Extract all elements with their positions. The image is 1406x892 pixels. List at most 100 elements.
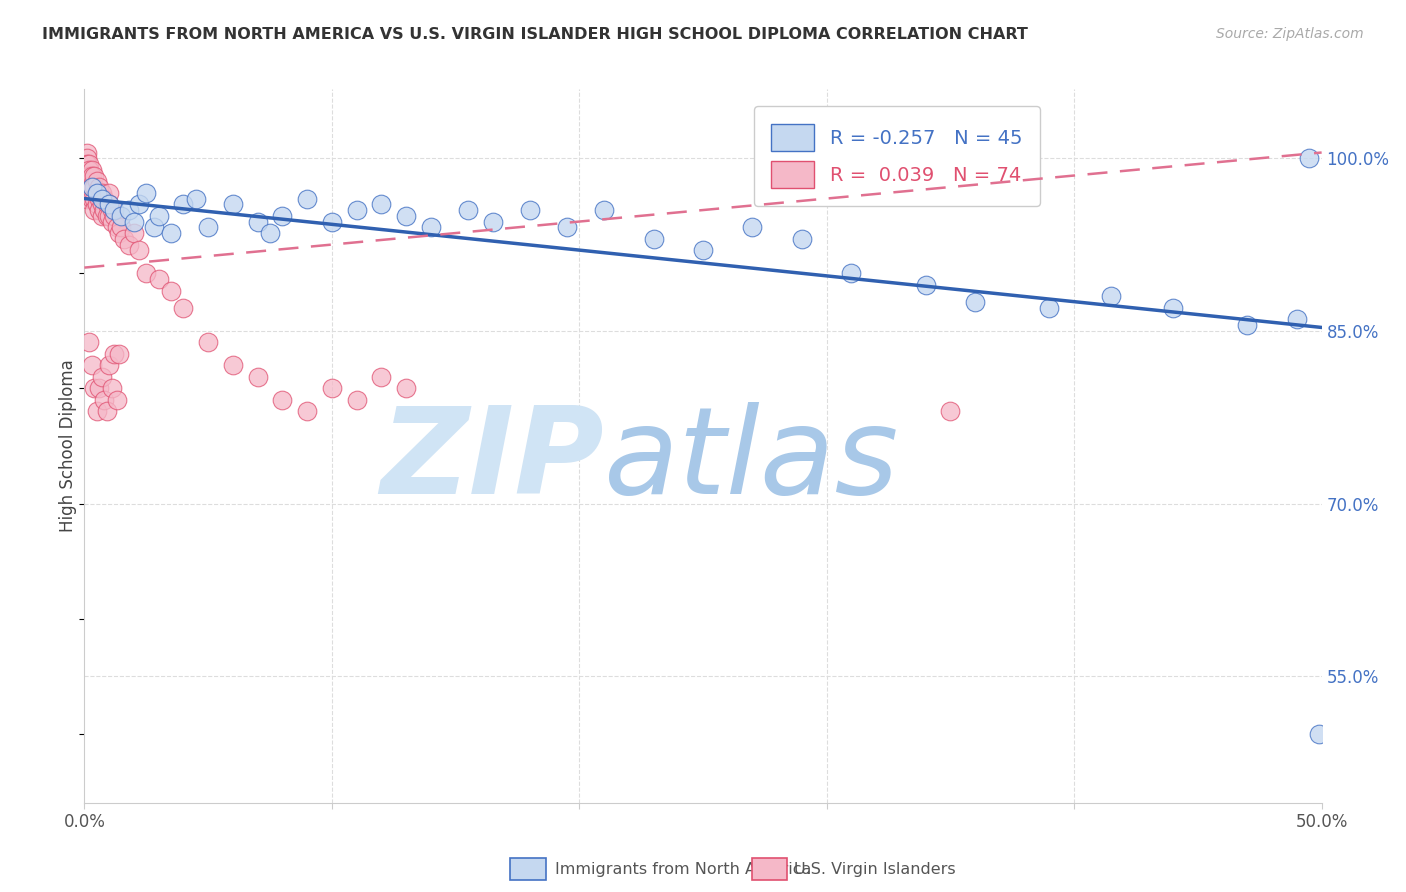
Point [76,192,98,206]
Point [80,180,103,194]
Point [80,169,103,183]
Point [1099,289,1122,303]
Point [519,202,541,217]
Point [98,209,121,223]
Point [76,174,98,188]
Point [98,359,121,373]
Point [122,226,145,240]
Point [1038,301,1060,315]
Point [80,359,103,373]
Point [142,220,165,235]
Point [135,266,157,280]
Point [965,295,987,310]
Point [321,381,343,395]
Point [246,214,269,228]
Point [197,220,219,235]
Point [76,180,98,194]
Point [98,197,121,211]
Point [80,180,103,194]
Point [370,197,392,211]
Point [108,226,131,240]
Point [222,197,245,211]
Point [790,232,813,246]
Point [79,186,101,200]
Point [100,381,122,395]
Point [184,192,207,206]
Point [89,192,111,206]
Point [692,244,714,258]
Point [90,370,112,384]
Point [90,192,112,206]
Point [939,404,962,418]
Point [105,220,128,235]
Point [246,370,269,384]
Point [118,237,141,252]
Point [76,151,98,165]
Point [128,197,150,211]
Point [271,392,294,407]
Point [86,186,108,200]
Point [79,162,101,177]
Point [108,347,131,361]
Point [100,202,122,217]
Point [112,232,135,246]
Point [105,392,128,407]
Point [90,197,112,211]
Point [103,347,125,361]
Point [1308,727,1330,741]
Point [76,145,98,160]
Point [79,335,101,350]
Text: ZIP: ZIP [380,401,605,519]
Text: atlas: atlas [605,401,900,519]
Point [83,192,105,206]
Point [148,272,170,286]
Point [395,209,418,223]
Point [76,186,98,200]
Point [86,186,108,200]
Point [370,370,392,384]
Point [83,381,105,395]
Point [222,359,245,373]
Point [89,381,111,395]
Point [1285,312,1308,326]
Point [321,214,343,228]
Point [80,192,103,206]
Point [1236,318,1258,333]
Point [83,169,105,183]
Point [457,202,479,217]
Point [103,209,125,223]
Point [295,192,318,206]
Point [395,381,418,395]
Point [160,226,183,240]
Point [259,226,281,240]
Point [93,192,115,206]
Point [90,209,112,223]
Point [1298,151,1320,165]
Point [118,202,141,217]
Text: IMMIGRANTS FROM NORTH AMERICA VS U.S. VIRGIN ISLANDER HIGH SCHOOL DIPLOMA CORREL: IMMIGRANTS FROM NORTH AMERICA VS U.S. VI… [42,27,1028,42]
Point [148,209,170,223]
Point [96,197,118,211]
Point [93,392,115,407]
Point [103,202,125,217]
Point [593,202,616,217]
Point [172,197,194,211]
Point [98,186,121,200]
Point [80,162,103,177]
Point [914,277,936,292]
Point [96,209,118,223]
Point [160,284,183,298]
Point [96,404,118,418]
Point [79,157,101,171]
Point [79,169,101,183]
Point [128,244,150,258]
Point [419,220,441,235]
Point [98,197,121,211]
Point [76,157,98,171]
Point [555,220,578,235]
Point [346,392,368,407]
Point [110,220,132,235]
Point [271,209,294,223]
Point [79,180,101,194]
Point [90,186,112,200]
